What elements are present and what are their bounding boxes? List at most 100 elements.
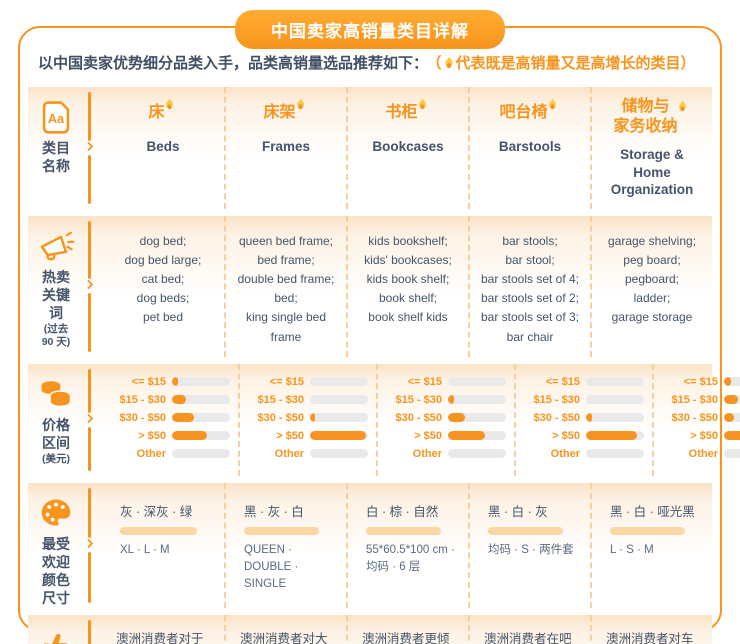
price-bar-track <box>310 413 368 423</box>
row-header-label: 价格 区间 <box>42 416 70 451</box>
price-chart-barstools: <= $15 $15 - $30 $30 - $50 > $50 Other <box>514 363 652 476</box>
color-size-bookcases: 白 · 棕 · 自然 55*60.5*100 cm · 均码 · 6 层 <box>346 482 468 608</box>
intro: 以中国卖家优势细分品类入手，品类高销量选品推荐如下： （代表既是高销量又是高增长的… <box>28 50 712 73</box>
category-header-beds: 床 Beds <box>102 87 224 209</box>
price-bar-fill <box>172 377 178 387</box>
price-bar-track <box>172 413 230 423</box>
category-name-en: Bookcases <box>372 139 444 154</box>
category-name-cn: 吧台椅 <box>499 104 548 121</box>
preference-beds: 澳洲消费者对于宠物床的尺寸大小包括是什么宠物类型床比如猫狗需求很明确。 <box>116 631 204 644</box>
popular-sizes: L · S · M <box>610 543 654 556</box>
row-header-hot-keywords: 热卖 关键 词 (过去 90 天) <box>28 216 84 357</box>
color-size-beds: 灰 · 深灰 · 绿 XL · L · M <box>102 483 224 608</box>
price-chart-frames: <= $15 $15 - $30 $30 - $50 > $50 Other <box>238 363 376 476</box>
preference-bookcases: 澳洲消费者更倾向对儿童书架做搜索。 <box>346 614 468 644</box>
hot-flame-icon <box>546 96 559 116</box>
row-hot-keywords: 热卖 关键 词 (过去 90 天) dog bed; dog bed large… <box>28 215 712 357</box>
category-name-en: Storage & Home Organization <box>610 147 694 198</box>
price-bar-fill <box>448 413 466 423</box>
popular-sizes: 55*60.5*100 cm · 均码 · 6 层 <box>366 543 455 574</box>
popular-colors: 白 · 棕 · 自然 <box>366 504 439 519</box>
keywords-storage: garage shelving; peg board; pegboard; la… <box>590 215 712 357</box>
price-bar-fill <box>310 413 315 423</box>
page-title: 中国卖家高销量类目详解 <box>235 10 505 49</box>
category-name-cn: 储物与 家务收纳 <box>613 98 678 135</box>
price-bar-track <box>586 449 644 459</box>
popular-colors: 黑 · 灰 · 白 <box>244 504 304 519</box>
price-chart-storage: <= $15 $15 - $30 $30 - $50 > $50 Other <box>652 363 740 476</box>
price-bar-fill <box>724 395 738 405</box>
price-bar-track <box>310 449 368 459</box>
category-name-en: Barstools <box>498 139 562 154</box>
color-size-divider-bar <box>610 526 686 535</box>
popular-colors: 灰 · 深灰 · 绿 <box>120 504 193 519</box>
megaphone-icon <box>37 228 75 264</box>
price-bar-fill <box>586 431 638 441</box>
price-bar-fill <box>310 431 367 441</box>
color-size-divider-bar <box>366 526 442 535</box>
category-header-bookcases: 书柜 Bookcases <box>346 87 468 209</box>
color-size-divider-bar <box>488 526 564 535</box>
price-bar-track <box>586 395 644 405</box>
content-panel: 以中国卖家优势细分品类入手，品类高销量选品推荐如下： （代表既是高销量又是高增长的… <box>18 26 740 644</box>
price-bar-track <box>448 395 506 405</box>
preference-storage: 澳洲消费者对车库的货架，工具箱的货架更有针对的搜索。 <box>590 614 712 644</box>
price-bar-track <box>448 431 506 441</box>
color-size-barstools: 黑 · 白 · 灰 均码 · S · 两件套 <box>468 482 590 608</box>
price-bar-track <box>448 449 506 459</box>
coins-icon <box>37 376 75 412</box>
price-chart-bookcases: <= $15 $15 - $30 $30 - $50 > $50 Other <box>376 363 514 476</box>
price-bar-track <box>172 395 230 405</box>
row-bracket <box>83 483 102 608</box>
row-header-label: 最受 欢迎 颜色 尺寸 <box>42 535 70 607</box>
price-bar-track <box>172 431 230 441</box>
price-bar-track <box>586 377 644 387</box>
popular-colors: 黑 · 白 · 哑光黑 <box>610 504 695 519</box>
hot-flame-icon <box>442 55 456 73</box>
row-color-size: 最受 欢迎 颜色 尺寸 灰 · 深灰 · 绿 XL · L · M 黑 · 灰 … <box>28 482 712 608</box>
color-size-divider-bar <box>120 526 198 535</box>
popular-sizes: XL · L · M <box>120 543 170 556</box>
price-bar-track <box>310 395 368 405</box>
price-bar-fill <box>724 377 731 387</box>
row-header-price-range: 价格 区间 (美元) <box>28 364 84 476</box>
thumbs-up-icon <box>37 627 75 644</box>
svg-text:Aa: Aa <box>48 111 65 126</box>
category-name-en: Frames <box>261 139 311 154</box>
row-category-names: Aa 类目 名称 床 Beds 床架 Frames 书柜 Bookcases <box>28 87 712 209</box>
row-header-note: (美元) <box>42 453 70 466</box>
row-header-color-size: 最受 欢迎 颜色 尺寸 <box>28 483 84 608</box>
price-bar-track <box>448 377 506 387</box>
intro-note: （代表既是高销量又是高增长的类目） <box>434 55 696 72</box>
price-bar-fill <box>586 413 592 423</box>
price-bar-track <box>724 377 740 387</box>
category-header-frames: 床架 Frames <box>224 87 346 209</box>
document-aa-icon: Aa <box>37 99 75 135</box>
price-bar-fill <box>448 395 454 405</box>
price-bar-track <box>310 431 368 441</box>
price-bar-track <box>724 449 740 459</box>
category-name-cn: 书柜 <box>385 104 418 121</box>
row-header-label: 类目 名称 <box>42 140 70 175</box>
category-table: Aa 类目 名称 床 Beds 床架 Frames 书柜 Bookcases <box>28 87 740 644</box>
price-bar-track <box>724 395 740 405</box>
hot-flame-icon <box>163 96 176 116</box>
price-bar-track <box>586 413 644 423</box>
row-header-note: (过去 90 天) <box>41 323 71 349</box>
palette-icon <box>37 495 75 531</box>
price-bar-track <box>724 431 740 441</box>
popular-sizes: 均码 · S · 两件套 <box>488 543 574 556</box>
popular-colors: 黑 · 白 · 灰 <box>488 504 548 519</box>
category-name-cn: 床架 <box>263 104 296 121</box>
color-size-frames: 黑 · 灰 · 白 QUEEN · DOUBLE · SINGLE <box>224 482 346 608</box>
category-name-cn: 床 <box>148 104 165 121</box>
hot-flame-icon <box>676 98 689 118</box>
price-chart-beds: <= $15 $15 - $30 $30 - $50 > $50 Other <box>102 364 238 476</box>
category-name-en: Beds <box>146 139 180 154</box>
row-price-range: 价格 区间 (美元) <= $15 $15 - $30 $30 - $50 > … <box>28 363 740 476</box>
page-title-text: 中国卖家高销量类目详解 <box>271 22 469 41</box>
keywords-barstools: bar stools; bar stool; bar stools set of… <box>468 215 590 357</box>
price-bar-track <box>586 431 644 441</box>
row-bracket <box>83 87 102 209</box>
keywords-beds: dog bed; dog bed large; cat bed; dog bed… <box>124 233 202 325</box>
